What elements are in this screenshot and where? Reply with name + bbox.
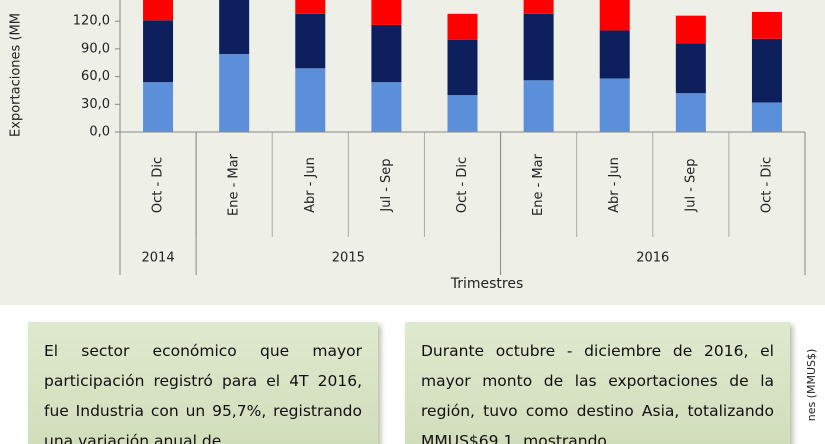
bar-segment — [523, 80, 554, 132]
x-tick-label: Jul - Sep — [683, 158, 698, 212]
bar-segment — [751, 38, 782, 103]
bar-segment — [523, 0, 554, 14]
x-tick-label: Oct - Dic — [759, 157, 774, 213]
chart: Exportaciones (MM Trimestres 0,0 30,0 60,0… — [0, 0, 825, 305]
bar-segment — [751, 102, 782, 132]
bar-segment — [599, 30, 630, 79]
bar-segment — [523, 13, 554, 81]
x-tick-label: Ene - Mar — [227, 153, 242, 216]
bar-segment — [371, 24, 402, 83]
y-axis-label: Exportaciones (MM — [9, 13, 24, 137]
x-tick-label: Abr - Jun — [607, 157, 622, 213]
group-label: 2016 — [636, 251, 669, 266]
bar-segment — [599, 0, 630, 31]
bar-segment — [295, 13, 326, 69]
bar-segment — [675, 15, 706, 44]
bar-segment — [371, 0, 402, 25]
bar-segment — [675, 93, 706, 132]
y-tick-label: 30,0 — [81, 97, 110, 112]
bar-segment — [599, 78, 630, 132]
group-label: 2014 — [142, 251, 175, 266]
x-tick-label: Abr - Jun — [303, 157, 318, 213]
x-tick-label: Oct - Dic — [455, 157, 470, 213]
text-box: Durante octubre - diciembre de 2016, el … — [405, 322, 790, 444]
bar-segment — [143, 82, 174, 132]
x-tick-label: Jul - Sep — [379, 158, 394, 212]
y-tick-label: 150,0 — [73, 0, 110, 1]
bar-segment — [143, 20, 174, 83]
bar-segment — [675, 43, 706, 94]
side-label: nes (MMUS$) — [805, 349, 818, 422]
x-tick-label: Ene - Mar — [531, 153, 546, 216]
bar-segment — [371, 82, 402, 132]
side-label-text: nes (MMUS$) — [805, 349, 818, 422]
x-axis-label: Trimestres — [450, 276, 524, 292]
bar-segment — [295, 0, 326, 14]
bar-segment — [143, 0, 174, 21]
text-box: El sector económico que mayor participac… — [28, 322, 378, 444]
group-label: 2015 — [332, 251, 365, 266]
bar-segment — [447, 13, 478, 40]
bar-segment — [751, 11, 782, 39]
y-tick-label: 60,0 — [81, 69, 110, 84]
x-tick-label: Oct - Dic — [151, 157, 166, 213]
bar-segment — [219, 53, 250, 132]
y-tick-label: 0,0 — [89, 125, 110, 140]
y-tick-label: 120,0 — [73, 14, 110, 29]
bar-segment — [219, 0, 250, 54]
bar-segment — [447, 39, 478, 96]
bar-segment — [295, 68, 326, 132]
y-tick-label: 90,0 — [81, 41, 110, 56]
bar-segment — [447, 95, 478, 132]
